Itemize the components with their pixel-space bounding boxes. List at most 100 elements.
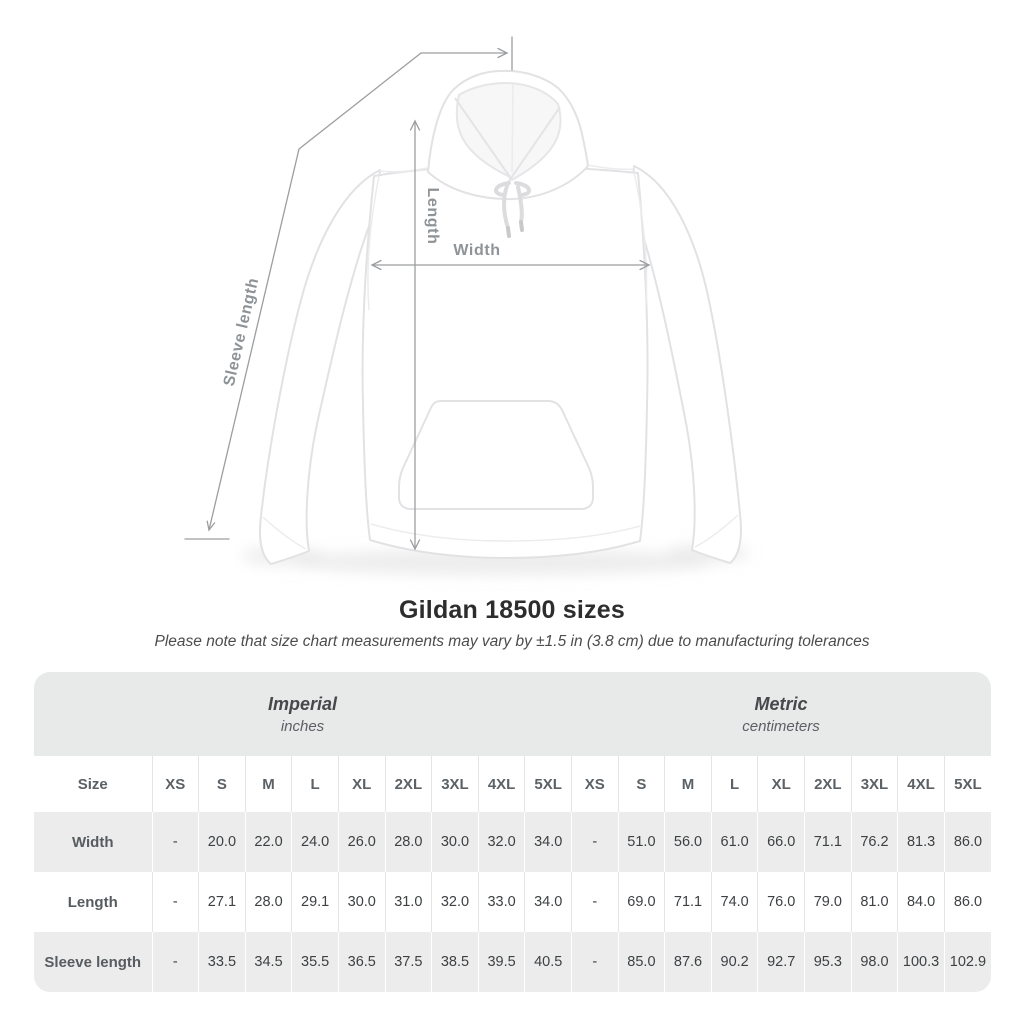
table-cell: 61.0 (710, 812, 758, 872)
size-col-m-metric: M (664, 756, 712, 812)
size-col-5xl-metric: 5XL (943, 756, 991, 812)
table-cell: 56.0 (664, 812, 712, 872)
size-column-header: Size (77, 775, 108, 793)
hoodie-pocket (398, 400, 594, 510)
table-cell: - (151, 812, 199, 872)
table-cell: 20.0 (198, 812, 246, 872)
row-label-width: Width (71, 833, 114, 851)
table-cell: 85.0 (617, 932, 665, 992)
length-arrow (409, 119, 421, 551)
table-cell: 86.0 (943, 872, 991, 932)
table-cell: 32.0 (431, 872, 479, 932)
size-col-3xl-metric: 3XL (850, 756, 898, 812)
size-table: Imperial inches Metric centimeters Size … (34, 672, 991, 992)
size-col-2xl-imperial: 2XL (384, 756, 432, 812)
size-header-row: Size XS S M L XL 2XL 3XL 4XL 5XL XS S M … (34, 756, 991, 812)
table-cell: 76.2 (850, 812, 898, 872)
table-cell: 100.3 (897, 932, 945, 992)
right-shoulder-seam (587, 164, 634, 170)
hood-opening (455, 82, 562, 181)
table-cell: 95.3 (804, 932, 852, 992)
table-cell: 28.0 (384, 812, 432, 872)
table-cell: 98.0 (850, 932, 898, 992)
table-cell: 37.5 (384, 932, 432, 992)
table-cell: 71.1 (664, 872, 712, 932)
table-cell: 39.5 (477, 932, 525, 992)
imperial-unit-label: inches (280, 717, 325, 735)
table-cell: 34.0 (524, 872, 572, 932)
hood-left-edge (454, 97, 513, 181)
length-row: Length - 27.1 28.0 29.1 30.0 31.0 32.0 3… (34, 872, 991, 932)
length-label: Length (424, 188, 441, 245)
table-cell: 79.0 (804, 872, 852, 932)
size-col-xl-imperial: XL (337, 756, 386, 812)
size-col-xs-imperial: XS (151, 756, 199, 812)
size-col-4xl-metric: 4XL (897, 756, 945, 812)
left-shoulder-seam (379, 167, 429, 173)
size-col-m-imperial: M (244, 756, 292, 812)
sleeve-length-row: Sleeve length - 33.5 34.5 35.5 36.5 37.5… (34, 932, 991, 992)
right-cuff-seam (694, 514, 739, 548)
waistband-seam (370, 523, 641, 542)
table-cell: 66.0 (757, 812, 805, 872)
unit-band: Imperial inches Metric centimeters (34, 672, 991, 756)
size-col-l-metric: L (710, 756, 758, 812)
table-cell: 33.0 (477, 872, 525, 932)
imperial-unit-group: Imperial inches (34, 672, 571, 756)
table-cell: 76.0 (757, 872, 805, 932)
table-cell: 29.1 (291, 872, 339, 932)
table-cell: 32.0 (477, 812, 525, 872)
row-label-length: Length (67, 893, 118, 911)
table-cell: 92.7 (757, 932, 805, 992)
table-cell: 51.0 (617, 812, 665, 872)
table-cell: 26.0 (337, 812, 386, 872)
table-cell: - (570, 872, 619, 932)
table-cell: 84.0 (897, 872, 945, 932)
table-cell: 90.2 (710, 932, 758, 992)
hood-right-edge (506, 106, 561, 185)
table-cell: 102.9 (943, 932, 991, 992)
hoodie-diagram: Sleeve length Length Width (184, 36, 750, 575)
table-cell: 27.1 (198, 872, 246, 932)
table-cell: 34.5 (244, 932, 292, 992)
table-cell: - (151, 932, 199, 992)
drawstrings (493, 181, 532, 238)
table-cell: - (151, 872, 199, 932)
tolerance-note: Please note that size chart measurements… (154, 633, 870, 650)
left-armhole-seam (367, 175, 380, 311)
table-cell: 22.0 (244, 812, 292, 872)
hoodie-measurement-figure: Sleeve length Length Width (184, 36, 750, 575)
size-col-s-metric: S (617, 756, 665, 812)
size-col-3xl-imperial: 3XL (431, 756, 479, 812)
hoodie-left-sleeve (259, 169, 381, 565)
size-col-xl-metric: XL (757, 756, 805, 812)
size-col-xs-metric: XS (570, 756, 619, 812)
table-cell: 36.5 (337, 932, 386, 992)
width-arrow (370, 259, 651, 271)
table-cell: 86.0 (943, 812, 991, 872)
table-cell: 74.0 (710, 872, 758, 932)
hood-center-seam (511, 83, 514, 173)
table-cell: 33.5 (198, 932, 246, 992)
table-cell: 38.5 (431, 932, 479, 992)
sleeve-length-arrow (184, 36, 513, 540)
table-cell: 40.5 (524, 932, 572, 992)
page-title: Gildan 18500 sizes (399, 596, 625, 624)
table-cell: 35.5 (291, 932, 339, 992)
table-cell: 24.0 (291, 812, 339, 872)
size-col-2xl-metric: 2XL (804, 756, 852, 812)
table-cell: 30.0 (431, 812, 479, 872)
width-label: Width (453, 242, 500, 259)
table-cell: 34.0 (524, 812, 572, 872)
measurements-table: Size XS S M L XL 2XL 3XL 4XL 5XL XS S M … (34, 756, 991, 992)
left-cuff-seam (262, 516, 307, 550)
size-col-s-imperial: S (198, 756, 246, 812)
hoodie-right-sleeve (631, 165, 742, 564)
imperial-heading: Imperial (267, 693, 338, 714)
table-cell: 69.0 (617, 872, 665, 932)
metric-unit-group: Metric centimeters (571, 672, 991, 756)
width-row: Width - 20.0 22.0 24.0 26.0 28.0 30.0 32… (34, 812, 991, 872)
row-label-sleeve-length: Sleeve length (44, 953, 142, 971)
table-cell: 87.6 (664, 932, 712, 992)
table-cell: - (570, 932, 619, 992)
